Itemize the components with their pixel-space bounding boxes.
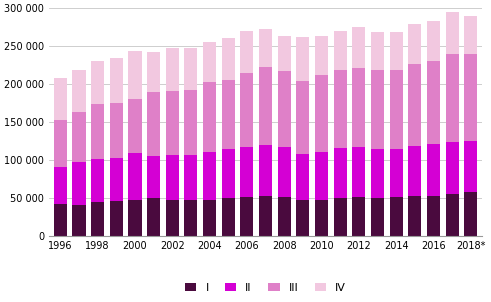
Bar [185, 200, 197, 236]
Bar [110, 158, 123, 201]
Bar [73, 70, 85, 112]
Bar [129, 153, 141, 200]
Bar [73, 162, 85, 205]
Bar [371, 70, 384, 149]
Bar [427, 196, 440, 236]
Bar [315, 152, 328, 200]
Bar [222, 38, 235, 79]
Bar [147, 52, 160, 92]
Bar [334, 70, 347, 148]
Bar [390, 32, 403, 70]
Bar [334, 31, 347, 70]
Bar [446, 142, 459, 194]
Bar [129, 98, 141, 153]
Bar [203, 200, 216, 236]
Bar [315, 36, 328, 75]
Bar [409, 24, 421, 64]
Bar [297, 81, 309, 154]
Bar [91, 61, 104, 104]
Bar [390, 149, 403, 197]
Bar [73, 112, 85, 162]
Bar [390, 70, 403, 149]
Bar [241, 197, 253, 236]
Bar [166, 91, 179, 155]
Bar [371, 149, 384, 198]
Bar [353, 147, 365, 197]
Bar [297, 154, 309, 200]
Bar [241, 73, 253, 147]
Bar [129, 200, 141, 236]
Bar [259, 145, 272, 196]
Bar [278, 147, 291, 197]
Bar [185, 48, 197, 90]
Bar [464, 141, 477, 192]
Bar [91, 202, 104, 236]
Bar [203, 152, 216, 200]
Bar [73, 205, 85, 236]
Bar [278, 197, 291, 236]
Bar [222, 149, 235, 198]
Bar [427, 61, 440, 144]
Bar [147, 198, 160, 236]
Bar [166, 200, 179, 236]
Bar [390, 197, 403, 236]
Bar [259, 196, 272, 236]
Bar [353, 27, 365, 68]
Bar [110, 58, 123, 103]
Bar [427, 144, 440, 196]
Bar [91, 159, 104, 202]
Bar [166, 48, 179, 91]
Legend: I, II, III, IV: I, II, III, IV [181, 278, 350, 297]
Bar [278, 36, 291, 71]
Bar [241, 147, 253, 197]
Bar [427, 21, 440, 61]
Bar [54, 204, 67, 236]
Bar [222, 79, 235, 149]
Bar [409, 146, 421, 196]
Bar [464, 54, 477, 141]
Bar [315, 75, 328, 152]
Bar [166, 155, 179, 200]
Bar [203, 42, 216, 82]
Bar [297, 200, 309, 236]
Bar [203, 82, 216, 152]
Bar [54, 167, 67, 204]
Bar [371, 198, 384, 236]
Bar [222, 198, 235, 236]
Bar [315, 200, 328, 236]
Bar [54, 120, 67, 167]
Bar [147, 92, 160, 156]
Bar [278, 71, 291, 147]
Bar [147, 156, 160, 198]
Bar [91, 104, 104, 159]
Bar [464, 16, 477, 54]
Bar [259, 29, 272, 67]
Bar [464, 192, 477, 236]
Bar [334, 148, 347, 198]
Bar [297, 37, 309, 81]
Bar [353, 68, 365, 147]
Bar [129, 51, 141, 98]
Bar [185, 155, 197, 200]
Bar [446, 194, 459, 236]
Bar [371, 32, 384, 70]
Bar [446, 12, 459, 54]
Bar [185, 90, 197, 155]
Bar [259, 67, 272, 145]
Bar [110, 201, 123, 236]
Bar [409, 64, 421, 146]
Bar [334, 198, 347, 236]
Bar [54, 78, 67, 120]
Bar [241, 31, 253, 73]
Bar [409, 196, 421, 236]
Bar [110, 103, 123, 158]
Bar [353, 197, 365, 236]
Bar [446, 54, 459, 142]
